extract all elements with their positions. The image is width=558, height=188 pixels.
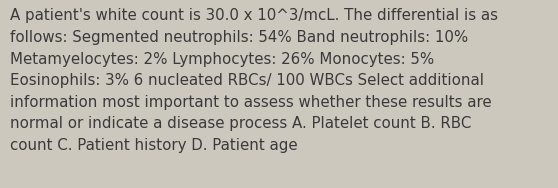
Text: A patient's white count is 30.0 x 10^3/mcL. The differential is as
follows: Segm: A patient's white count is 30.0 x 10^3/m… [10,8,498,153]
